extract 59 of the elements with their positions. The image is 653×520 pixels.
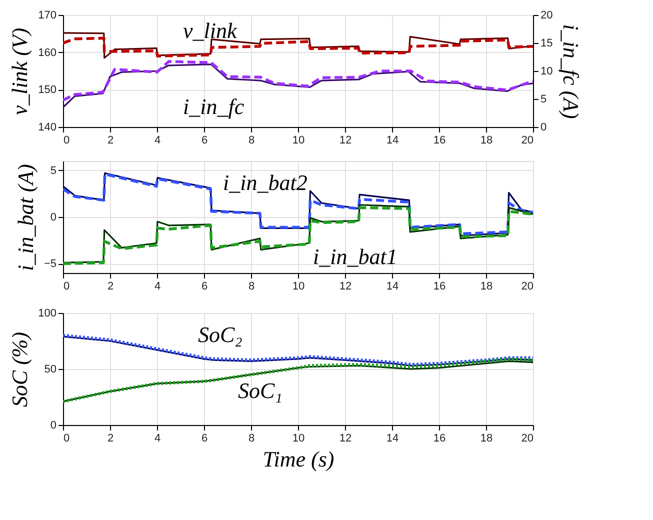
y2-tick-label: 0 xyxy=(540,122,547,134)
y2-tick-label: 10 xyxy=(540,66,553,78)
x-tick-label: 4 xyxy=(154,280,161,292)
y-axis-title: v_link (V) xyxy=(7,28,32,116)
y2-axis-title: i_in_fc (A) xyxy=(558,24,584,119)
annotation: i_in_bat1 xyxy=(313,244,398,269)
x-tick-label: 18 xyxy=(480,432,493,444)
y-tick-label: 140 xyxy=(38,122,56,134)
y2-tick-label: 15 xyxy=(540,38,553,50)
x-tick-label: 6 xyxy=(201,134,208,146)
annotation: v_link xyxy=(183,18,238,43)
y-tick-label: −5 xyxy=(44,258,56,270)
y-tick-label: 0 xyxy=(50,420,56,432)
y-tick-label: 160 xyxy=(38,46,56,59)
annotation: i_in_bat2 xyxy=(223,170,308,195)
x-tick-label: 14 xyxy=(386,134,399,146)
y-axis-title: i_in_bat (A) xyxy=(12,164,38,271)
x-tick-label: 2 xyxy=(107,432,114,444)
x-tick-label: 4 xyxy=(154,432,161,444)
x-tick-label: 4 xyxy=(154,134,161,146)
x-tick-label: 2 xyxy=(107,134,114,146)
x-tick-label: 20 xyxy=(521,432,534,444)
y-tick-label: 50 xyxy=(44,364,56,376)
x-tick-label: 8 xyxy=(248,432,255,444)
annotation: SoC₁ xyxy=(238,378,282,403)
x-tick-label: 8 xyxy=(248,134,255,146)
y-tick-label: 170 xyxy=(38,10,56,22)
annotation: SoC₂ xyxy=(198,322,243,347)
annotation: i_in_fc xyxy=(183,94,244,119)
x-tick-label: 12 xyxy=(339,432,352,444)
x-tick-label: 0 xyxy=(64,280,70,292)
y-axis-title: SoC (%) xyxy=(7,332,32,408)
x-tick-label: 18 xyxy=(480,280,493,292)
x-tick-label: 16 xyxy=(433,432,446,444)
x-tick-label: 20 xyxy=(521,280,534,292)
x-tick-label: 14 xyxy=(386,280,399,292)
x-tick-label: 2 xyxy=(107,280,114,292)
x-tick-label: 10 xyxy=(292,280,305,292)
x-tick-label: 6 xyxy=(201,432,208,444)
x-tick-label: 8 xyxy=(248,280,255,292)
x-tick-label: 12 xyxy=(339,134,352,146)
y-tick-label: 150 xyxy=(38,84,56,96)
x-tick-label: 18 xyxy=(480,134,493,146)
x-tick-label: 10 xyxy=(292,432,305,444)
x-tick-label: 14 xyxy=(386,432,399,444)
x-tick-label: 16 xyxy=(433,280,446,292)
y-tick-label: 0 xyxy=(50,212,56,224)
y2-tick-label: 5 xyxy=(540,94,547,106)
x-tick-label: 16 xyxy=(433,134,446,146)
x-tick-label: 10 xyxy=(292,134,305,146)
x-tick-label: 6 xyxy=(201,280,208,292)
y-tick-label: 100 xyxy=(38,308,56,320)
x-axis-title: Time (s) xyxy=(262,446,334,472)
x-tick-label: 20 xyxy=(521,134,534,146)
x-tick-label: 0 xyxy=(64,432,70,444)
y-tick-label: 5 xyxy=(50,164,56,177)
x-tick-label: 0 xyxy=(64,134,70,146)
y2-tick-label: 20 xyxy=(540,10,553,22)
x-tick-label: 12 xyxy=(339,280,352,292)
